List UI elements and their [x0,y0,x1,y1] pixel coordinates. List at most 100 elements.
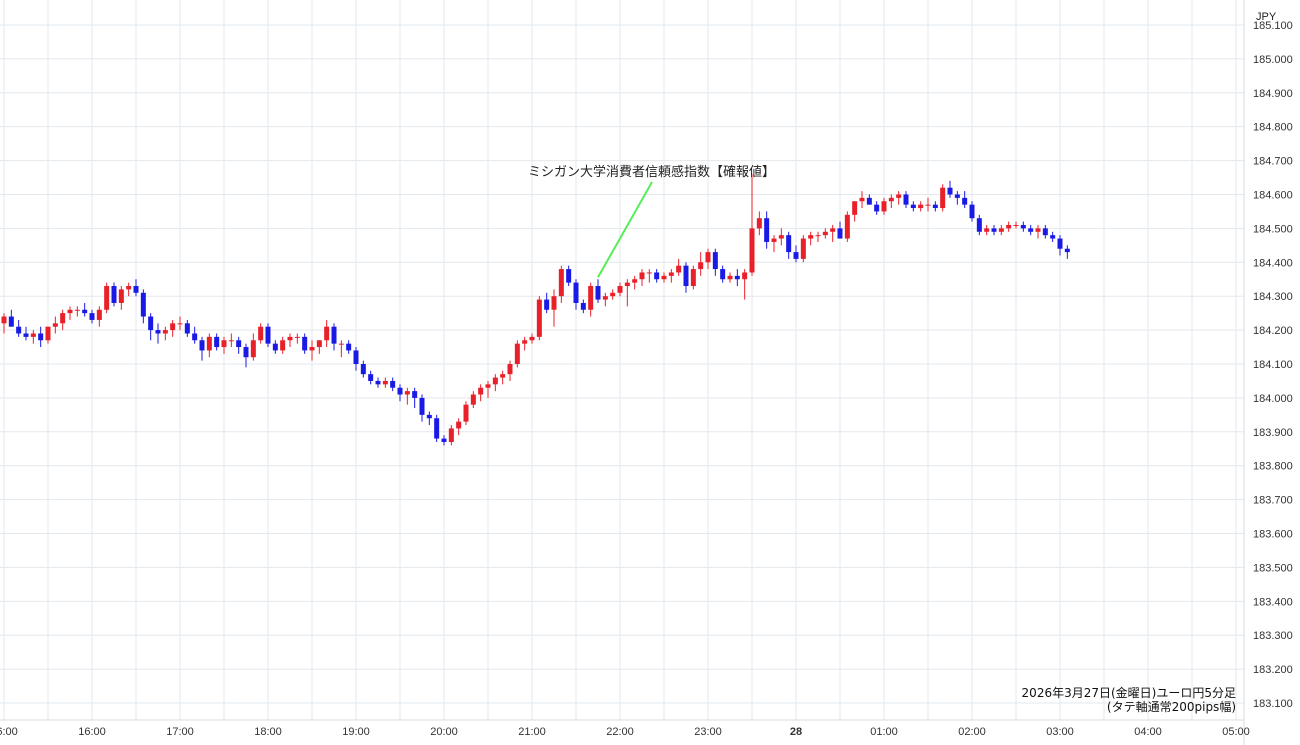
candle [1006,221,1012,232]
price-tick-label: 185.100 [1253,20,1293,32]
candle [206,333,212,358]
candle [815,231,821,242]
currency-label: JPY [1256,11,1277,23]
candle [434,414,440,442]
candle [478,384,484,402]
candle [580,299,586,314]
candle [991,224,997,236]
candle [324,319,330,348]
candle-body [184,323,190,334]
time-tick-label: 17:00 [166,726,194,738]
candle [199,336,205,361]
candle-body [456,421,462,429]
time-tick-label: 05:00 [1222,726,1250,738]
candle-body [903,194,909,205]
candle-body [844,214,850,239]
candle-body [771,238,777,242]
price-tick-label: 184.800 [1253,122,1293,134]
price-tick-label: 183.900 [1253,427,1293,439]
candle-body [522,340,528,344]
candle-body [514,343,520,364]
candle-body [852,201,858,215]
candle [925,197,931,212]
candle [126,282,132,297]
candle [338,340,344,358]
candle [1013,221,1019,229]
candle [588,282,594,317]
candle [265,323,271,348]
candle-body [412,391,418,398]
candle [910,201,916,212]
candle [45,326,51,344]
candle [162,326,168,341]
candle-body [280,340,286,351]
candle-body [382,380,388,385]
price-tick-label: 184.200 [1253,325,1293,337]
candle-body [639,272,645,280]
candle-body [624,282,630,287]
candle [573,279,579,310]
candle [837,221,843,239]
candle-body [1050,235,1056,239]
price-tick-label: 183.300 [1253,630,1293,642]
candle-body [1020,224,1026,229]
candle [38,326,44,348]
candle-body [837,228,843,239]
candle [1035,224,1041,239]
candle [89,309,95,324]
candle-body [580,302,586,310]
candle-body [155,330,161,334]
candle-body [60,313,66,324]
candle-body [998,228,1004,232]
candle [954,191,960,205]
candle [492,374,498,392]
candle [976,214,982,236]
candle-body [720,269,726,280]
candle-body [1013,224,1019,226]
candle [756,211,762,236]
candle [624,279,630,307]
price-tick-label: 185.000 [1253,54,1293,66]
candle-body [969,204,975,219]
candle-body [529,336,535,341]
candle [16,319,22,337]
candle-body [668,272,674,276]
candle [214,333,220,351]
candle-body [1028,228,1034,232]
candle-body [206,336,212,351]
candle [749,174,755,276]
candle [712,248,718,276]
candle [522,336,528,351]
time-tick-label: 21:00 [518,726,546,738]
candle [8,309,14,327]
candle [426,411,432,426]
candle [903,191,909,209]
candle-body [1064,248,1070,253]
candles [1,174,1070,446]
candle-body [272,343,278,351]
candle [309,340,315,361]
annotation-label: ミシガン大学消費者信頼感指数【確報値】 [528,164,775,180]
candle [30,330,36,344]
candle-body [881,201,887,212]
candle-body [800,238,806,259]
grid [0,0,1245,745]
candle [155,323,161,344]
candle-body [441,438,447,442]
candle [800,235,806,263]
candle-body [1042,228,1048,236]
candle [529,333,535,344]
candle [639,269,645,287]
candle-body [551,296,557,310]
candle-body [918,204,924,209]
candle-body [566,269,572,283]
candle-body [954,194,960,198]
candle-body [786,235,792,253]
candle [536,296,542,341]
candle-body [734,275,740,280]
candle-body [756,218,762,229]
candle-body [632,279,638,283]
candle-body [646,272,652,274]
